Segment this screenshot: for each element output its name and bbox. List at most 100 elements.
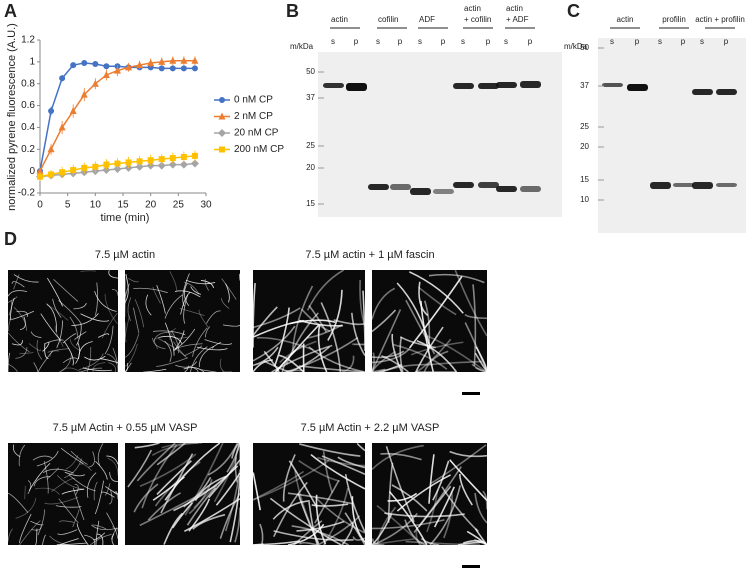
- gel-band: [692, 182, 713, 189]
- gel-band: [368, 184, 389, 190]
- data-point: [170, 65, 176, 71]
- marker-label: 15: [580, 175, 589, 184]
- data-point: [48, 171, 54, 177]
- condition-label: 7.5 µM actin + 1 µM fascin: [305, 249, 434, 261]
- data-point: [48, 145, 55, 152]
- data-point: [70, 167, 76, 173]
- lane-group-label: + cofilin: [464, 15, 491, 24]
- lane-label: p: [724, 37, 729, 46]
- data-point: [170, 155, 176, 161]
- gel-band: [496, 82, 517, 88]
- data-point: [59, 75, 65, 81]
- marker-label: 50: [306, 67, 315, 76]
- data-point: [159, 65, 165, 71]
- lane-label: s: [461, 37, 465, 46]
- panel-label: A: [4, 1, 17, 21]
- marker-label: 25: [580, 122, 589, 131]
- data-point: [103, 162, 109, 168]
- x-tick-label: 0: [37, 200, 43, 211]
- marker-label: 20: [306, 163, 315, 172]
- lane-label: p: [354, 37, 359, 46]
- lane-group-label: ADF: [419, 15, 435, 24]
- lane-label: s: [331, 37, 335, 46]
- data-point: [126, 159, 132, 165]
- gel-band: [673, 183, 694, 187]
- gel-band: [520, 81, 541, 88]
- lane-label: s: [700, 37, 704, 46]
- gel-band: [692, 89, 713, 95]
- x-tick-label: 10: [90, 200, 102, 211]
- gel-band: [390, 184, 411, 190]
- marker-label: 25: [306, 141, 315, 150]
- lane-label: p: [486, 37, 491, 46]
- condition-label: 7.5 µM actin: [95, 249, 155, 261]
- legend-marker: [218, 129, 226, 137]
- gel-band: [496, 186, 517, 192]
- panel-label: B: [286, 1, 299, 21]
- gel-band: [627, 84, 648, 91]
- x-axis-label: time (min): [101, 212, 150, 224]
- legend-label: 200 nM CP: [234, 144, 284, 155]
- data-point: [192, 153, 198, 159]
- data-point: [81, 165, 87, 171]
- gel-band: [410, 188, 431, 195]
- data-point: [159, 156, 165, 162]
- gel-band: [602, 83, 623, 87]
- lane-label: s: [658, 37, 662, 46]
- data-point: [103, 63, 109, 69]
- lane-label: p: [681, 37, 686, 46]
- legend-label: 2 nM CP: [234, 111, 273, 122]
- data-point: [59, 169, 65, 175]
- data-point: [181, 154, 187, 160]
- y-axis-label: normalized pyrene fluorescence (A.U.): [6, 23, 18, 211]
- marker-label: 20: [580, 142, 589, 151]
- data-point: [92, 164, 98, 170]
- lane-group-label: actin + profilin: [695, 15, 745, 24]
- scale-bar: [462, 565, 480, 568]
- lane-label: s: [504, 37, 508, 46]
- y-tick-label: 1: [29, 56, 35, 67]
- gel-band: [650, 182, 671, 189]
- scale-bar: [462, 392, 480, 395]
- lane-group-label: actin: [617, 15, 634, 24]
- marker-label: 10: [580, 195, 589, 204]
- lane-label: s: [418, 37, 422, 46]
- marker-label: 37: [306, 93, 315, 102]
- marker-label: 15: [306, 199, 315, 208]
- data-point: [92, 61, 98, 67]
- data-point: [48, 108, 54, 114]
- gel: [598, 38, 746, 233]
- data-point: [148, 157, 154, 163]
- y-tick-label: 0.2: [21, 144, 35, 155]
- marker-label: 50: [580, 43, 589, 52]
- data-point: [81, 60, 87, 66]
- data-point: [70, 62, 76, 68]
- condition-label: 7.5 µM Actin + 0.55 µM VASP: [53, 422, 198, 434]
- gel-band: [433, 189, 454, 194]
- lane-group-label: profilin: [662, 15, 686, 24]
- legend-marker: [219, 147, 225, 153]
- data-point: [114, 160, 120, 166]
- x-tick-label: 5: [65, 200, 71, 211]
- lane-group-label: actin: [506, 4, 523, 13]
- gel-band: [520, 186, 541, 192]
- y-tick-label: 0.6: [21, 100, 35, 111]
- panel-label: C: [567, 1, 580, 21]
- lane-group-label: actin: [464, 4, 481, 13]
- x-tick-label: 25: [173, 200, 185, 211]
- gel-band: [453, 83, 474, 89]
- gel-band: [478, 182, 499, 188]
- x-tick-label: 20: [145, 200, 157, 211]
- data-point: [192, 65, 198, 71]
- x-tick-label: 15: [117, 200, 129, 211]
- gel-band: [323, 83, 344, 88]
- lane-group-label: actin: [331, 15, 348, 24]
- gel-band: [716, 89, 737, 95]
- y-tick-label: 1.2: [21, 35, 35, 46]
- gel-band: [478, 83, 499, 89]
- lane-label: p: [635, 37, 640, 46]
- lane-label: p: [441, 37, 446, 46]
- panel-label: D: [4, 229, 17, 249]
- y-tick-label: 0: [29, 166, 35, 177]
- marker-label: 37: [580, 81, 589, 90]
